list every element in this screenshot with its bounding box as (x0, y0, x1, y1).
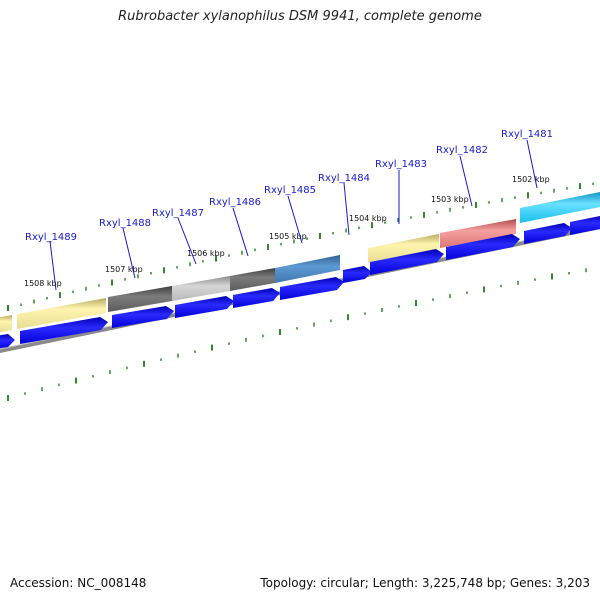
scale-label: 1505 kbp (269, 232, 307, 241)
scale-label: 1502 kbp (512, 175, 550, 184)
gc-content-ticks-upper (7, 182, 594, 311)
feature-track (0, 191, 600, 333)
gc-content-ticks-lower (7, 268, 587, 401)
cds-arrow[interactable] (175, 296, 234, 318)
cds-arrow[interactable] (446, 234, 520, 260)
gene-label-rxyl-1489[interactable]: Rxyl_1489 (25, 232, 77, 243)
gene-label-rxyl-1482[interactable]: Rxyl_1482 (436, 145, 488, 156)
feature-rxyl-1483[interactable] (368, 234, 439, 263)
feature-rxyl-1481[interactable] (520, 191, 600, 223)
feature-rxyl-1489[interactable] (17, 298, 106, 329)
gene-label-rxyl-1485[interactable]: Rxyl_1485 (264, 185, 316, 196)
gene-label-rxyl-1487[interactable]: Rxyl_1487 (152, 208, 204, 219)
gene-label-rxyl-1486[interactable]: Rxyl_1486 (209, 197, 261, 208)
cds-arrow[interactable] (233, 288, 280, 308)
feature-rxyl-1488[interactable] (108, 286, 172, 312)
feature-rxyl-1482[interactable] (440, 219, 516, 248)
gene-label-rxyl-1481[interactable]: Rxyl_1481 (501, 129, 553, 140)
gene-label-leaders (49, 139, 538, 291)
cds-arrow-track (0, 215, 600, 349)
cds-arrow[interactable] (570, 215, 600, 235)
scale-label: 1506 kbp (187, 249, 225, 258)
accession-label: Accession: NC_008148 (10, 576, 147, 590)
scale-ruler: 1502 kbp 1503 kbp 1504 kbp 1505 kbp 1506… (24, 175, 550, 288)
feature-rxyl-1485[interactable] (275, 255, 340, 283)
map-title: Rubrobacter xylanophilus DSM 9941, compl… (118, 9, 482, 24)
gene-labels: Rxyl_1481 Rxyl_1482 Rxyl_1483 Rxyl_1484 … (25, 129, 553, 243)
cds-arrow[interactable] (112, 306, 174, 328)
cds-arrow[interactable] (0, 334, 15, 349)
cds-arrow[interactable] (20, 317, 108, 344)
gene-label-rxyl-1483[interactable]: Rxyl_1483 (375, 159, 427, 170)
cds-arrow[interactable] (343, 266, 372, 283)
cds-arrow[interactable] (370, 249, 444, 275)
scale-label: 1507 kbp (105, 265, 143, 274)
cds-arrow[interactable] (524, 223, 572, 244)
gene-label-rxyl-1484[interactable]: Rxyl_1484 (318, 173, 370, 184)
scale-label: 1504 kbp (349, 214, 387, 223)
feature-rxyl-1486[interactable] (230, 268, 275, 291)
cds-arrow[interactable] (280, 277, 344, 300)
gene-label-rxyl-1488[interactable]: Rxyl_1488 (99, 218, 151, 229)
scale-label: 1503 kbp (431, 195, 469, 204)
scale-label: 1508 kbp (24, 279, 62, 288)
feature-rxyl-1487[interactable] (172, 276, 230, 301)
feature-yellow-left-edge[interactable] (0, 315, 12, 333)
genome-summary-label: Topology: circular; Length: 3,225,748 bp… (260, 576, 590, 590)
